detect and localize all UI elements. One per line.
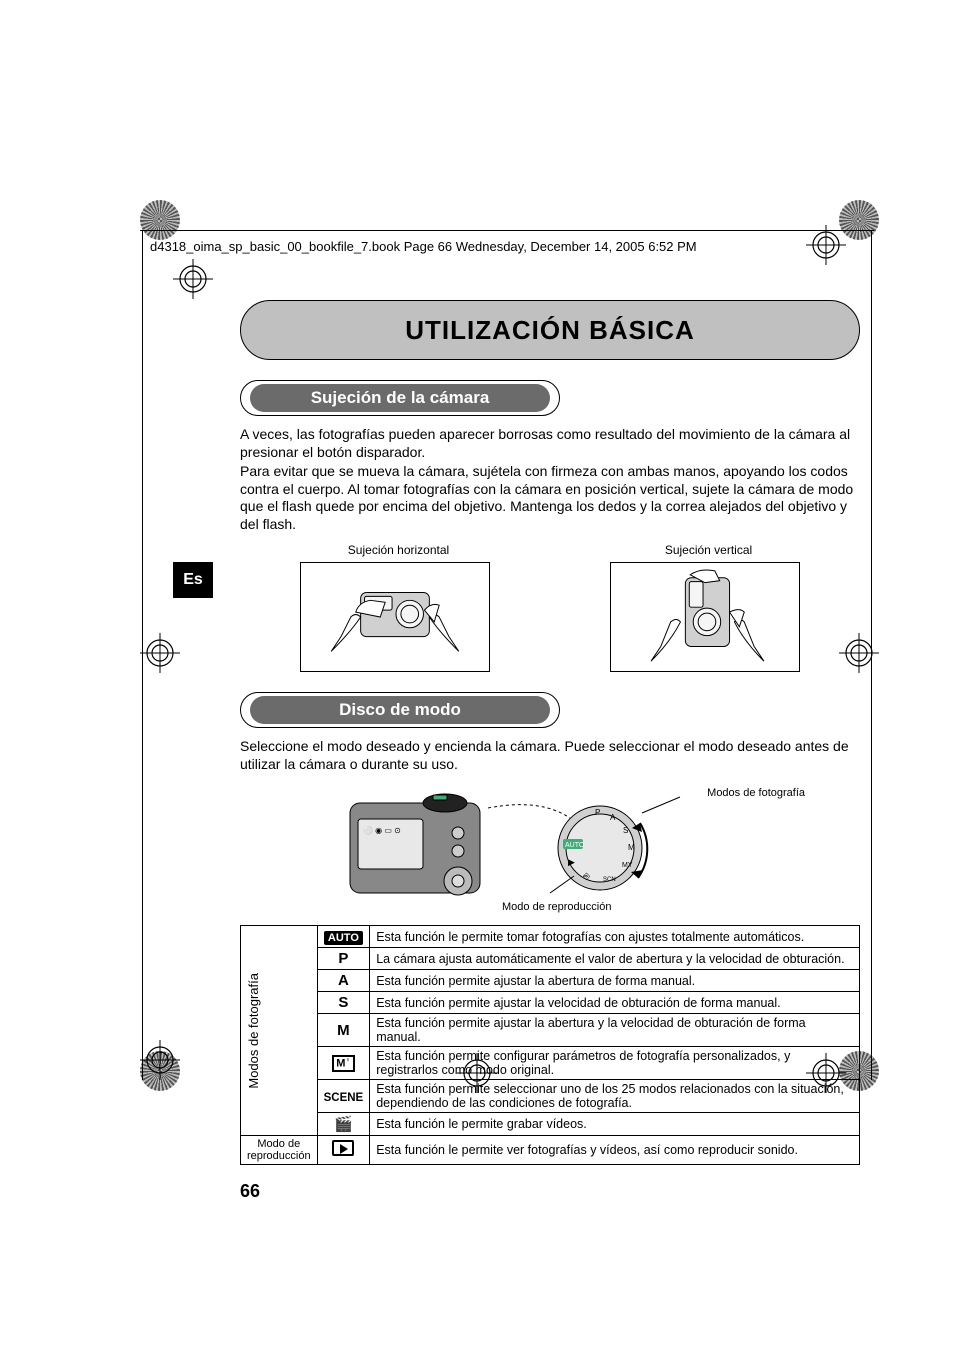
desc-s: Esta función permite ajustar la velocida…	[370, 992, 860, 1014]
language-tab-label: Es	[183, 571, 203, 589]
my-mode-icon: M♀	[332, 1055, 354, 1072]
cat-play-l1: Modo de	[247, 1138, 311, 1150]
cat-shooting: Modos de fotografía	[241, 926, 318, 1136]
crosshair-bl	[140, 1040, 180, 1080]
dial-illustration-row: ⚪ ◉ ▭ ⊙ P A S M MY SCN ⎆ ▶ AUTO	[240, 783, 860, 913]
desc-play: Esta función le permite ver fotografías …	[370, 1136, 860, 1165]
svg-text:⚪ ◉ ▭ ⊙: ⚪ ◉ ▭ ⊙	[363, 825, 401, 835]
crosshair-ml	[140, 633, 180, 673]
section1-heading: Sujeción de la cámara	[311, 388, 490, 408]
desc-a: Esta función permite ajustar la abertura…	[370, 970, 860, 992]
svg-text:▶: ▶	[568, 857, 575, 867]
table-row: A Esta función permite ajustar la abertu…	[241, 970, 860, 992]
page-title-banner: UTILIZACIÓN BÁSICA	[240, 300, 860, 360]
caption-horizontal: Sujeción horizontal	[348, 543, 449, 557]
movie-icon: 🎬	[334, 1116, 353, 1133]
print-starburst-tl	[140, 200, 180, 240]
section1-para1: A veces, las fotografías pueden aparecer…	[240, 426, 860, 461]
page-title: UTILIZACIÓN BÁSICA	[405, 315, 695, 346]
label-playback-mode: Modo de reproducción	[502, 901, 611, 913]
print-frame-left	[142, 230, 143, 1080]
table-row: M♀ Esta función permite configurar parám…	[241, 1047, 860, 1080]
section2-heading: Disco de modo	[339, 700, 461, 720]
table-row: P La cámara ajusta automáticamente el va…	[241, 948, 860, 970]
svg-text:M: M	[628, 843, 635, 852]
running-header: d4318_oima_sp_basic_00_bookfile_7.book P…	[150, 239, 697, 254]
desc-auto: Esta función le permite tomar fotografía…	[370, 926, 860, 948]
cat-play-l2: reproducción	[247, 1150, 311, 1162]
sym-s: S	[317, 992, 370, 1014]
mode-table: Modos de fotografía AUTO Esta función le…	[240, 925, 860, 1165]
table-row: Modos de fotografía AUTO Esta función le…	[241, 926, 860, 948]
svg-text:AUTO: AUTO	[565, 842, 585, 849]
illustration-vertical-grip	[610, 562, 800, 672]
section-heading-grip: Sujeción de la cámara	[240, 380, 560, 416]
svg-text:SCN: SCN	[603, 877, 616, 883]
play-icon	[332, 1140, 354, 1156]
pill-inner: Sujeción de la cámara	[250, 384, 550, 412]
grip-illustrations	[240, 562, 860, 672]
print-frame-right	[871, 230, 872, 1080]
scene-icon: SCENE	[324, 1092, 364, 1104]
sym-p: P	[317, 948, 370, 970]
desc-movie: Esta función le permite grabar vídeos.	[370, 1113, 860, 1136]
print-frame-top	[140, 230, 874, 231]
desc-my: Esta función permite configurar parámetr…	[370, 1047, 860, 1080]
svg-text:A: A	[610, 813, 616, 822]
cat-shooting-label: Modos de fotografía	[247, 969, 261, 1093]
pill-inner: Disco de modo	[250, 696, 550, 724]
desc-scene: Esta función permite seleccionar uno de …	[370, 1080, 860, 1113]
sym-a: A	[317, 970, 370, 992]
sym-movie: 🎬	[317, 1113, 370, 1136]
table-row: Modo de reproducción Esta función le per…	[241, 1136, 860, 1165]
illustration-horizontal-grip	[300, 562, 490, 672]
sym-m: M	[317, 1014, 370, 1047]
language-tab: Es	[173, 562, 213, 598]
label-shooting-modes: Modos de fotografía	[707, 787, 805, 799]
table-row: S Esta función permite ajustar la veloci…	[241, 992, 860, 1014]
caption-vertical: Sujeción vertical	[665, 543, 752, 557]
table-row: M Esta función permite ajustar la abertu…	[241, 1014, 860, 1047]
auto-icon: AUTO	[324, 931, 363, 945]
desc-m: Esta función permite ajustar la abertura…	[370, 1014, 860, 1047]
section-heading-dial: Disco de modo	[240, 692, 560, 728]
svg-text:P: P	[595, 808, 600, 817]
crosshair-tl	[173, 259, 213, 299]
page-number: 66	[240, 1181, 860, 1202]
section2-para: Seleccione el modo deseado y encienda la…	[240, 738, 860, 773]
svg-text:MY: MY	[622, 862, 633, 869]
cat-playback: Modo de reproducción	[241, 1136, 318, 1165]
crosshair-tr	[806, 225, 846, 265]
table-row: 🎬 Esta función le permite grabar vídeos.	[241, 1113, 860, 1136]
section1-para2: Para evitar que se mueva la cámara, sujé…	[240, 463, 860, 533]
svg-text:⎆: ⎆	[583, 871, 591, 881]
sym-play	[317, 1136, 370, 1165]
desc-p: La cámara ajusta automáticamente el valo…	[370, 948, 860, 970]
grip-caption-row: Sujeción horizontal Sujeción vertical	[240, 543, 860, 557]
sym-scene: SCENE	[317, 1080, 370, 1113]
sym-my: M♀	[317, 1047, 370, 1080]
table-row: SCENE Esta función permite seleccionar u…	[241, 1080, 860, 1113]
page-content: UTILIZACIÓN BÁSICA Sujeción de la cámara…	[240, 300, 860, 1202]
svg-text:S: S	[623, 826, 628, 835]
sym-auto: AUTO	[317, 926, 370, 948]
